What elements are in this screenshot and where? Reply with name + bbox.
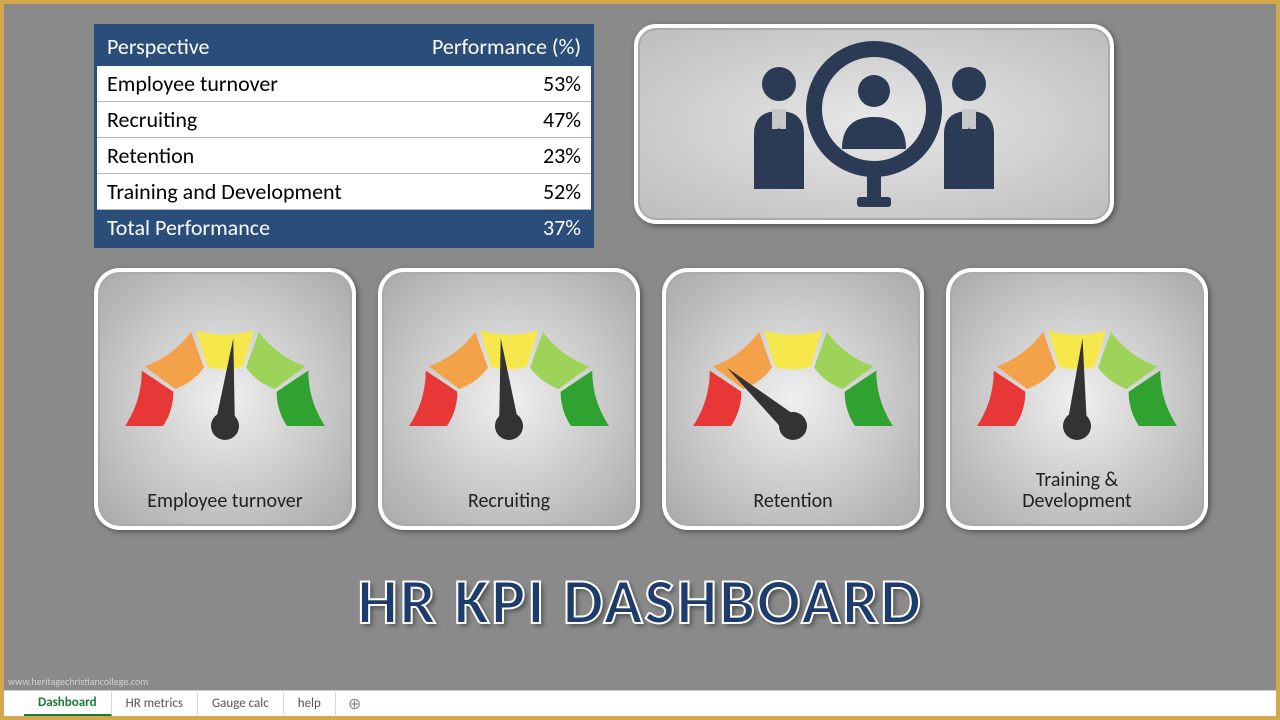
performance-table: Perspective Performance (%) Employee tur… (94, 24, 594, 248)
gauge-chart (110, 286, 340, 456)
tab-hr-metrics[interactable]: HR metrics (112, 692, 198, 715)
hr-icon-panel (634, 24, 1114, 224)
tab-help[interactable]: help (284, 692, 336, 715)
table-header-right: Performance (%) (432, 33, 581, 60)
add-sheet-icon[interactable]: ⊕ (336, 694, 373, 714)
gauge-card-training: Training &Development (946, 268, 1208, 530)
total-value: 37% (501, 214, 581, 241)
table-row: Recruiting 47% (97, 102, 591, 138)
gauge-label: Retention (666, 491, 920, 512)
row-label: Recruiting (107, 106, 501, 133)
row-value: 53% (501, 70, 581, 97)
gauge-chart (962, 286, 1192, 456)
gauge-card-retention: Retention (662, 268, 924, 530)
table-total-row: Total Performance 37% (97, 210, 591, 245)
sheet-tabs: Dashboard HR metrics Gauge calc help ⊕ (4, 690, 1276, 716)
gauge-label: Employee turnover (98, 491, 352, 512)
table-header-left: Perspective (107, 33, 432, 60)
gauge-card-turnover: Employee turnover (94, 268, 356, 530)
table-row: Training and Development 52% (97, 174, 591, 210)
row-label: Retention (107, 142, 501, 169)
total-label: Total Performance (107, 214, 501, 241)
table-header: Perspective Performance (%) (97, 27, 591, 66)
tab-gauge-calc[interactable]: Gauge calc (198, 692, 284, 715)
table-row: Retention 23% (97, 138, 591, 174)
row-value: 52% (501, 178, 581, 205)
tab-dashboard[interactable]: Dashboard (24, 691, 112, 716)
gauge-chart (678, 286, 908, 456)
row-value: 23% (501, 142, 581, 169)
gauges-row: Employee turnover Recruiting Retention T… (4, 258, 1276, 530)
watermark: www.heritagechristiancollege.com (8, 675, 148, 688)
page-title: HR KPI DASHBOARD (4, 563, 1276, 641)
gauge-label: Training &Development (950, 470, 1204, 512)
gauge-chart (394, 286, 624, 456)
gauge-label: Recruiting (382, 491, 636, 512)
gauge-card-recruiting: Recruiting (378, 268, 640, 530)
row-label: Training and Development (107, 178, 501, 205)
row-value: 47% (501, 106, 581, 133)
table-row: Employee turnover 53% (97, 66, 591, 102)
row-label: Employee turnover (107, 70, 501, 97)
people-search-icon (724, 39, 1024, 209)
